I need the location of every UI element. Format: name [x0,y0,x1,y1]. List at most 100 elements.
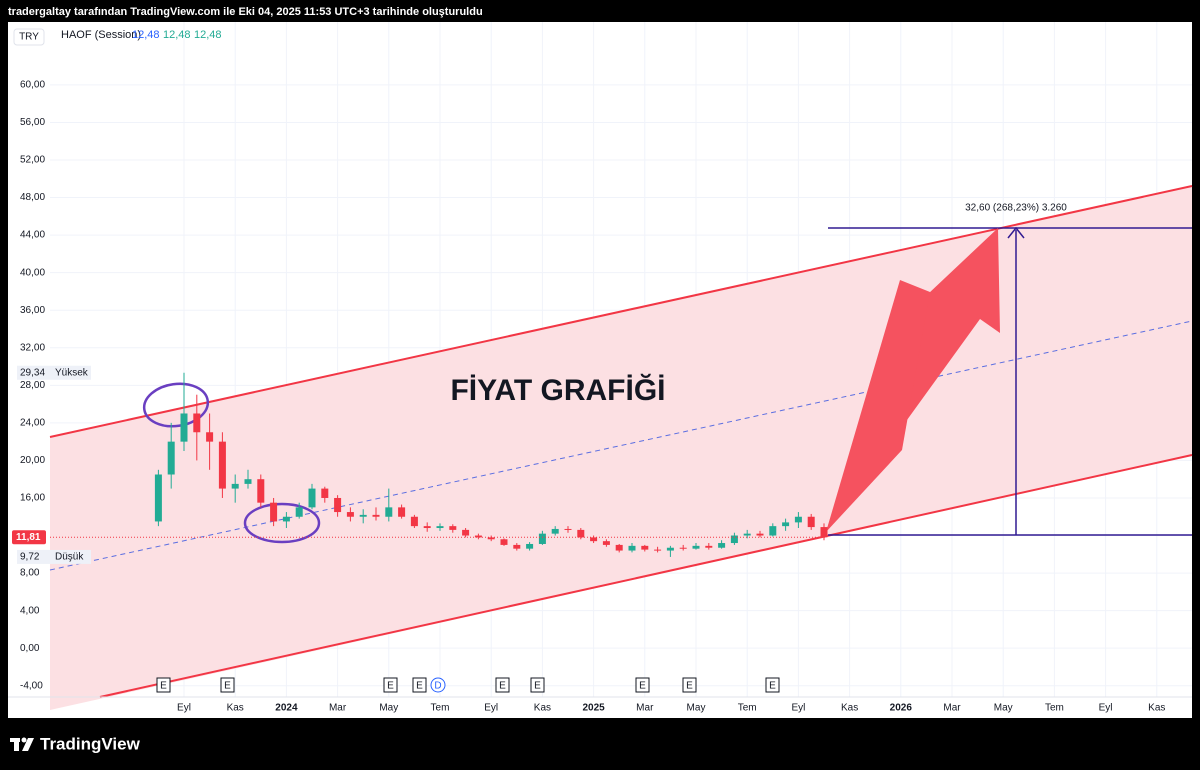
event: E [769,681,776,692]
quote: 12,48 [163,29,191,41]
event: E [499,681,506,692]
marker-text: Yüksek [55,367,89,378]
currency-box [13,28,45,46]
marker-value: 9,72 [20,552,40,563]
last-price-label: 11,81 [16,532,41,543]
candle-body [602,541,610,545]
candle-body [794,516,802,523]
candle-body [359,514,367,517]
events: E E E E D E E E E E [156,677,780,693]
candle-body [372,514,380,517]
candle-body [193,413,201,433]
y-tick-label: 60,00 [20,80,45,91]
y-tick-label: 0,00 [20,643,40,654]
x-tick-label: Eyl [791,703,805,714]
y-tick-label: 40,00 [20,267,45,278]
y-tick-label: 24,00 [20,418,45,429]
candle-body [590,537,598,542]
y-tick-label: 16,00 [20,493,45,504]
channel-lower [99,454,1193,698]
event-box [156,677,171,693]
candles [154,372,828,557]
x-tick-label: Tem [738,703,757,714]
logo-part [22,738,34,751]
circle-mark [243,502,321,544]
x-tick-label: Kas [227,703,244,714]
candle-body [295,507,303,517]
measure-label: 32,60 (268,23%) 3.260 [965,203,1067,214]
x-tick-label: Kas [841,703,858,714]
candle-body [679,547,687,549]
candle-body [577,529,585,538]
event: E [639,681,646,692]
candle-body [500,539,508,545]
candle-body [641,545,649,550]
event: E [160,681,167,692]
event-box [635,677,650,693]
circle-mark [142,382,210,428]
measure-head [1007,226,1025,239]
y-tick-label: -4,00 [20,680,43,691]
candle-body [756,533,764,536]
candle-body [538,533,546,544]
event: E [224,681,231,692]
y-tick-label: 52,00 [20,155,45,166]
candle-body [628,545,636,551]
candle-body [551,528,559,534]
arrow-body [826,280,930,532]
candle-body [474,535,482,538]
y-tick-label: 4,00 [20,605,40,616]
candle-body [167,441,175,475]
quote: 12,48 [132,29,160,41]
candle-body [526,543,534,549]
candle-body [346,512,354,517]
candle-body [782,522,790,527]
x-tick-label: May [379,703,398,714]
candle-body [218,441,226,489]
y-tick-label: 28,00 [20,380,45,391]
event-box [682,677,697,693]
candle-body [398,507,406,517]
x-tick-label: Kas [534,703,551,714]
marker-text: Düşük [55,552,84,563]
event: E [686,681,693,692]
y-tick-label: 48,00 [20,192,45,203]
candle-body [244,479,252,484]
y-tick-label: 36,00 [20,305,45,316]
credit: tradergaltay tarafından TradingView.com … [8,6,483,18]
x-tick-label: Eyl [484,703,498,714]
logo-part [14,738,19,751]
annotation: FİYAT GRAFİĞİ [450,373,665,407]
x-tick-label: Eyl [177,703,191,714]
event: E [387,681,394,692]
candle-body [705,545,713,548]
channel-mid [49,320,1193,571]
x-tick-label: Eyl [1099,703,1113,714]
event: E [534,681,541,692]
event-box [530,677,545,693]
y-tick-label: 44,00 [20,230,45,241]
candle-body [449,526,457,530]
candle-body [206,432,214,442]
candle-body [436,526,444,529]
candle-body [180,413,188,442]
y-tick-label: 8,00 [20,568,40,579]
x-tick-label: May [687,703,706,714]
candle-body [270,502,278,522]
candle-body [666,547,674,551]
y-tick-label: 56,00 [20,117,45,128]
marker-box [17,365,91,380]
logo [10,737,34,751]
event: D [434,681,441,692]
candle-body [154,474,162,522]
candle-body [820,527,828,538]
x-tick-label: Mar [636,703,654,714]
quote: 12,48 [194,29,222,41]
x-tick-label: Tem [1045,703,1064,714]
candle-body [692,545,700,549]
x-tick-label: Tem [431,703,450,714]
event-box [412,677,427,693]
logo-part [21,737,27,743]
axes: 60,00 56,00 52,00 48,00 44,00 40,00 36,00 32,00… [12,80,1165,714]
